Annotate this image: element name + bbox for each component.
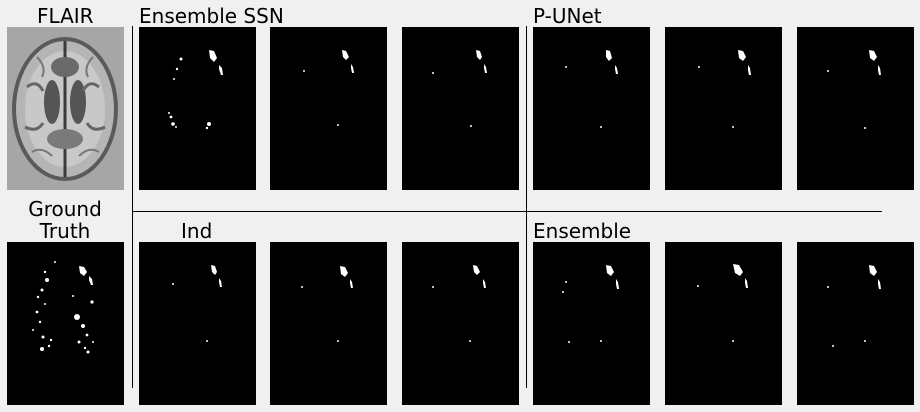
ensemble-ssn-title: Ensemble SSN: [139, 4, 284, 28]
vertical-divider-middle: [526, 26, 527, 388]
p-unet-sample-1: [533, 27, 650, 190]
horizontal-divider: [133, 211, 882, 212]
p-unet-title: P-UNet: [533, 4, 602, 28]
ground-truth-image: [7, 242, 124, 405]
ind-sample-1: [139, 242, 256, 405]
ground-truth-title: Ground Truth: [28, 197, 102, 243]
ind-sample-3: [402, 242, 519, 405]
p-unet-sample-2: [665, 27, 782, 190]
ensemble-title: Ensemble: [533, 219, 632, 243]
ind-title: Ind: [181, 219, 213, 243]
ensemble-ssn-sample-3: [402, 27, 519, 190]
p-unet-sample-3: [797, 27, 914, 190]
ind-sample-2: [270, 242, 387, 405]
ensemble-ssn-sample-2: [270, 27, 387, 190]
flair-image: [7, 27, 124, 190]
ensemble-sample-3: [797, 242, 914, 405]
vertical-divider-left: [132, 26, 133, 388]
flair-title: FLAIR: [37, 4, 94, 28]
ensemble-sample-2: [665, 242, 782, 405]
ensemble-sample-1: [533, 242, 650, 405]
ensemble-ssn-sample-1: [139, 27, 256, 190]
